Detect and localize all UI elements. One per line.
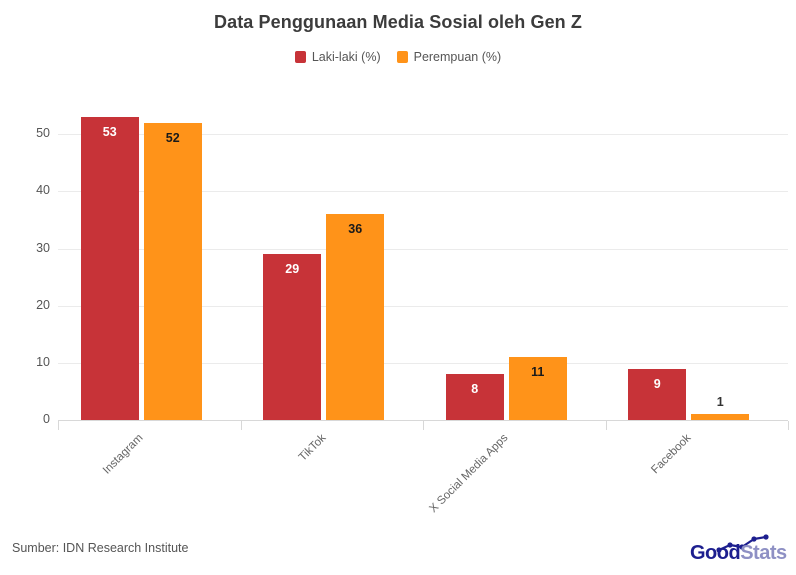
bar[interactable]: 52 bbox=[143, 122, 202, 420]
bar-value-label: 29 bbox=[285, 262, 300, 277]
bar-value-label: 9 bbox=[653, 376, 661, 391]
x-axis-tick bbox=[605, 421, 607, 430]
legend-label: Perempuan (%) bbox=[413, 50, 502, 64]
legend-swatch-icon bbox=[396, 51, 408, 63]
gridline bbox=[58, 305, 788, 307]
x-axis-tick bbox=[788, 421, 789, 430]
y-axis-tick-labels: 0 10 20 30 40 50 bbox=[0, 100, 50, 426]
bar[interactable]: 9 bbox=[628, 368, 687, 420]
chart-title: Data Penggunaan Media Sosial oleh Gen Z bbox=[214, 12, 582, 32]
gridline bbox=[58, 248, 788, 250]
y-axis-tick-label: 40 bbox=[36, 183, 50, 198]
x-axis-line bbox=[58, 420, 788, 421]
bar[interactable]: 53 bbox=[80, 117, 139, 420]
legend-label: Laki-laki (%) bbox=[311, 50, 381, 64]
gridline bbox=[58, 134, 788, 136]
bar[interactable]: 29 bbox=[263, 254, 322, 420]
logo-stats-text: Stats bbox=[740, 542, 787, 564]
y-axis-tick-label: 0 bbox=[43, 412, 50, 426]
sparkline-icon bbox=[716, 534, 769, 553]
bar-value-label: 1 bbox=[716, 395, 724, 410]
x-axis-category-label: Facebook bbox=[649, 432, 694, 477]
y-axis-tick-label: 10 bbox=[36, 354, 50, 369]
bar-value-label: 8 bbox=[471, 382, 479, 397]
x-axis-tick bbox=[240, 421, 242, 430]
bar-value-label: 36 bbox=[348, 222, 363, 237]
gridline bbox=[58, 191, 788, 193]
goodstats-logo: GoodStats bbox=[690, 534, 787, 568]
bar-value-label: 53 bbox=[102, 125, 117, 140]
bar[interactable]: 11 bbox=[508, 357, 567, 420]
y-axis-tick-label: 30 bbox=[36, 240, 50, 255]
y-axis-tick-label: 20 bbox=[36, 297, 50, 312]
bar[interactable]: 36 bbox=[326, 214, 385, 420]
x-axis-category-label: TikTok bbox=[296, 432, 329, 464]
legend-item-1[interactable]: Laki-laki (%) bbox=[294, 50, 381, 64]
logo-wordmark: GoodStats bbox=[690, 542, 787, 565]
y-axis-tick-label: 50 bbox=[36, 126, 50, 141]
chart-legend: Laki-laki (%) Perempuan (%) bbox=[0, 50, 796, 64]
plot-gridlines bbox=[58, 100, 788, 420]
x-axis-category-label: Instagram bbox=[101, 432, 146, 477]
bar[interactable]: 8 bbox=[445, 374, 504, 420]
bar[interactable]: 1 bbox=[691, 395, 750, 420]
gridline bbox=[58, 362, 788, 364]
legend-item-2[interactable]: Perempuan (%) bbox=[396, 50, 502, 64]
x-axis-tick bbox=[58, 421, 59, 430]
bar-value-label: 11 bbox=[531, 365, 545, 380]
bars-layer: 53 52 29 36 8 11 9 1 bbox=[58, 100, 788, 420]
x-axis-tick bbox=[423, 421, 424, 430]
x-axis-category-label: X Social Media Apps bbox=[427, 432, 511, 516]
legend-swatch-icon bbox=[294, 51, 306, 63]
logo-good-text: Good bbox=[690, 542, 741, 564]
source-note: Sumber: IDN Research Institute bbox=[12, 541, 189, 555]
bar-value-label: 52 bbox=[165, 130, 180, 145]
